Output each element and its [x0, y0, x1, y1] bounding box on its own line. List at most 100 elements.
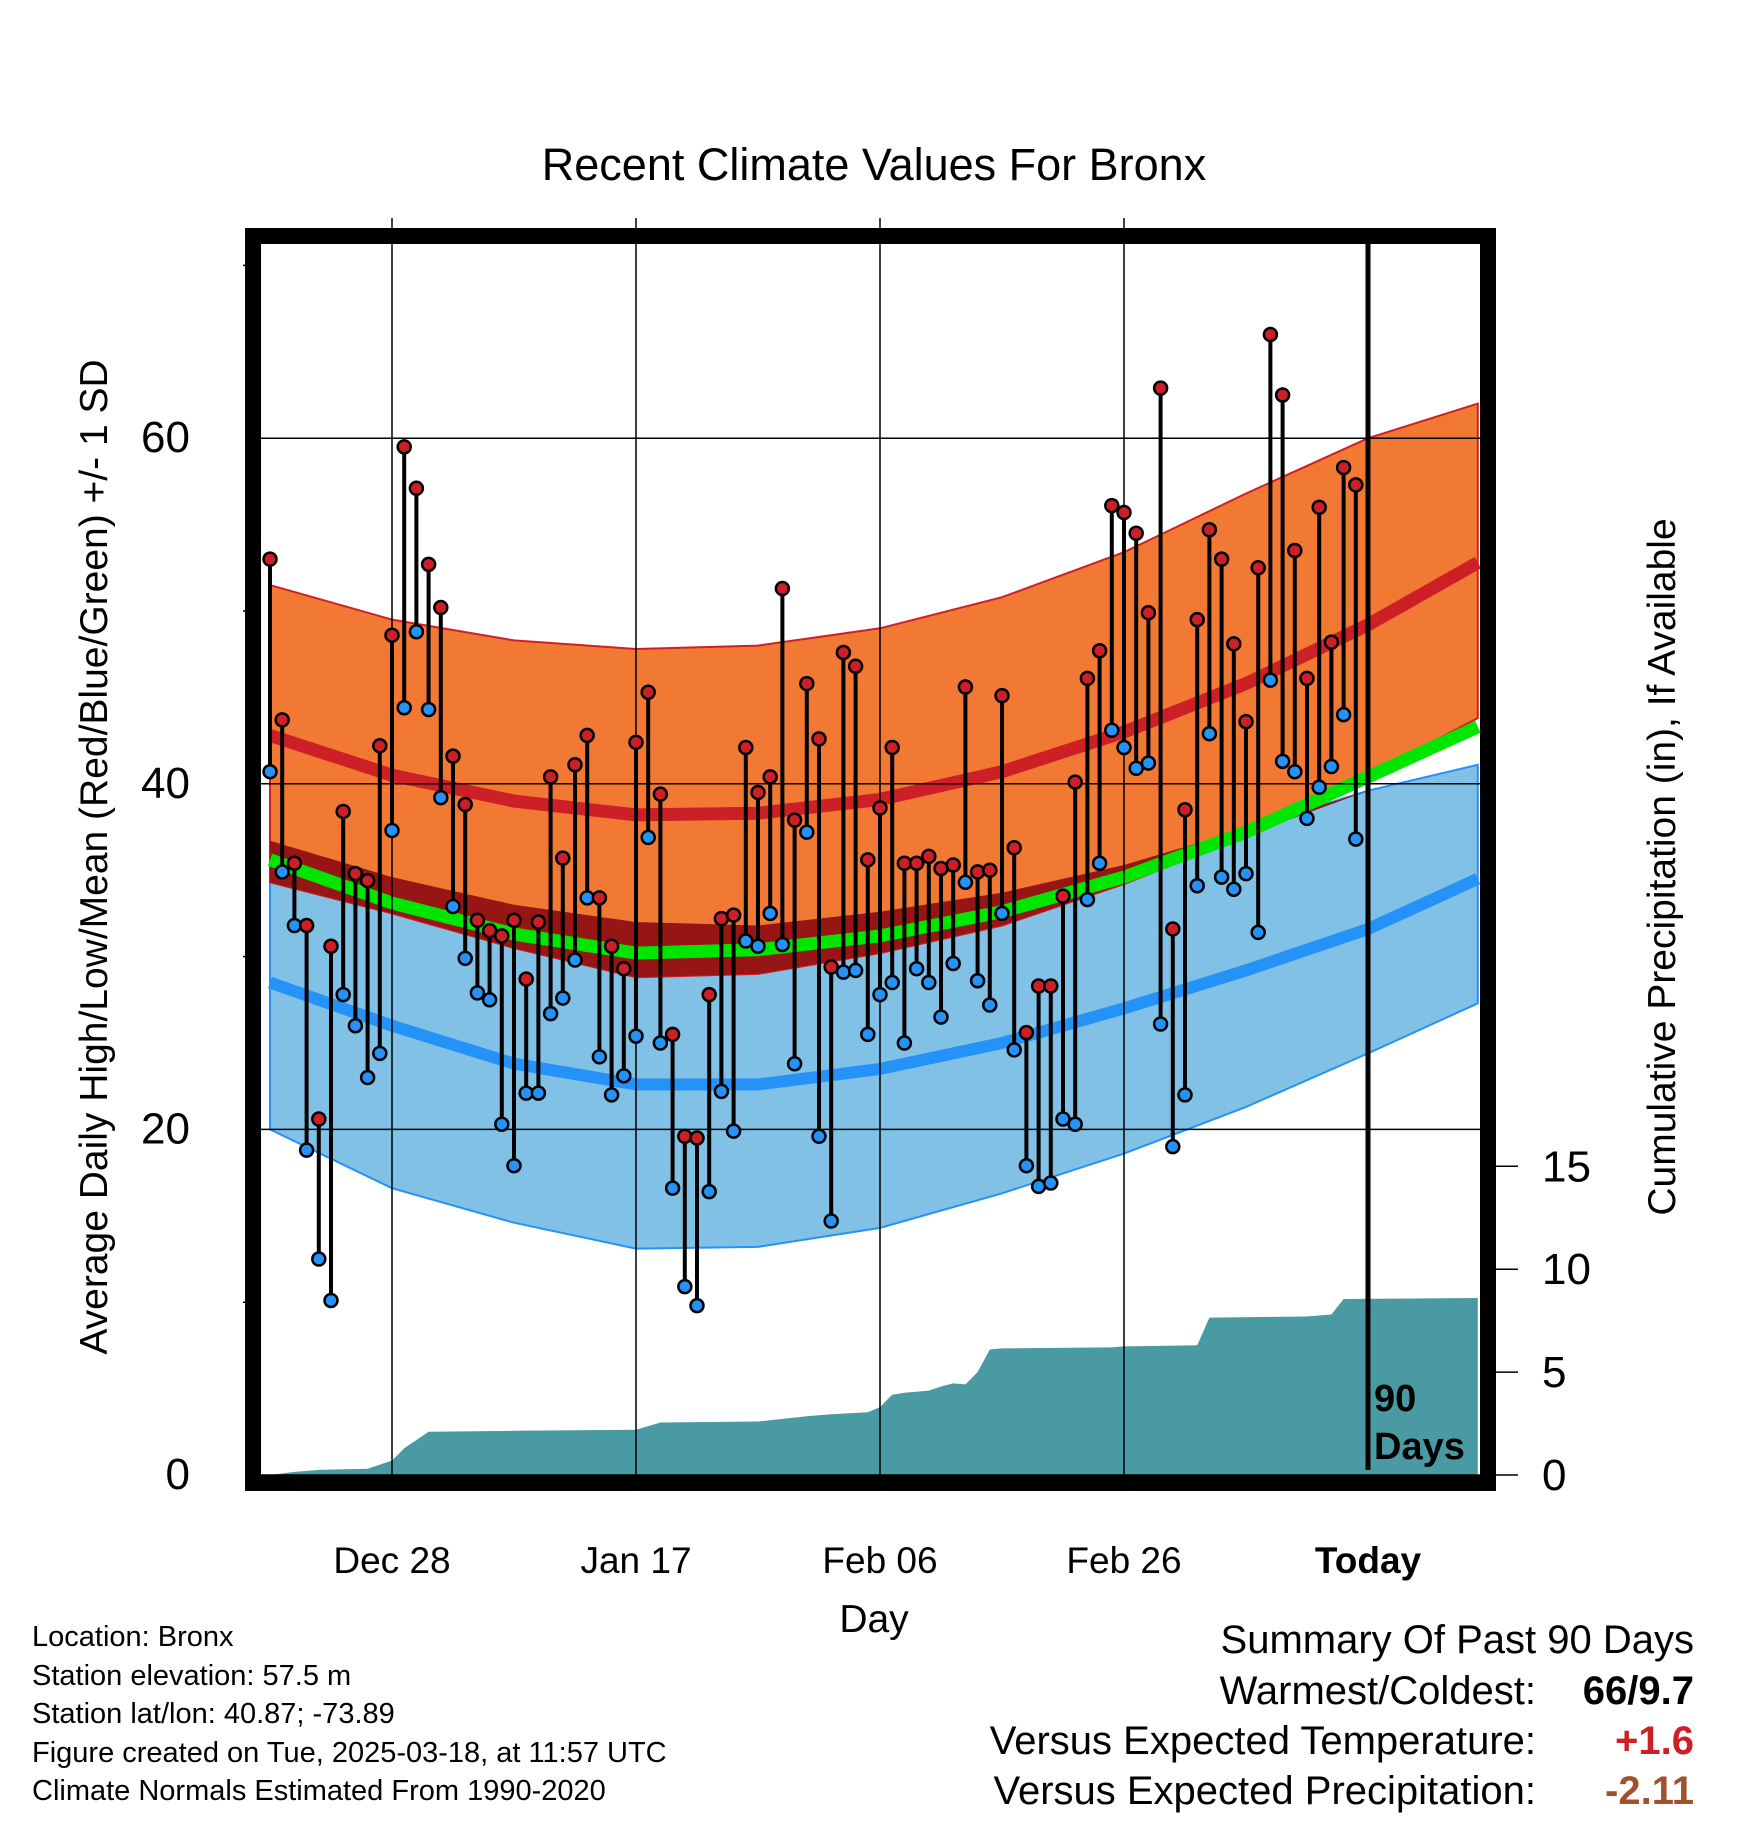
- high-point: [1177, 801, 1193, 818]
- high-point: [677, 1128, 693, 1145]
- low-point: [799, 824, 815, 840]
- low-point: [652, 1035, 669, 1051]
- low-point: [433, 789, 449, 806]
- low-point: [1335, 706, 1352, 723]
- high-point: [725, 907, 742, 923]
- low-point: [896, 1035, 913, 1051]
- high-point: [1299, 670, 1315, 687]
- high-point: [1128, 525, 1144, 541]
- low-point: [408, 623, 425, 640]
- low-point: [1250, 924, 1266, 941]
- precip-value: -2.11: [1605, 1769, 1694, 1813]
- low-point: [555, 990, 571, 1006]
- high-point: [664, 1026, 681, 1043]
- high-point: [457, 796, 473, 813]
- high-point: [298, 917, 315, 934]
- low-point: [689, 1297, 705, 1314]
- y-right-tick-label: 10: [1542, 1245, 1591, 1294]
- low-point: [664, 1180, 681, 1196]
- low-point: [457, 950, 473, 967]
- high-point: [1189, 611, 1205, 628]
- low-point: [1006, 1042, 1022, 1058]
- temp-label: Versus Expected Temperature:: [989, 1719, 1536, 1763]
- high-point: [1238, 713, 1254, 730]
- high-point: [530, 914, 547, 930]
- low-point: [445, 898, 461, 915]
- low-point: [957, 874, 974, 891]
- low-point: [506, 1157, 522, 1174]
- summary-title: Summary Of Past 90 Days: [1220, 1618, 1694, 1662]
- high-point: [1213, 551, 1230, 567]
- low-point: [469, 985, 486, 1001]
- low-point: [481, 992, 498, 1008]
- created-text: Figure created on Tue, 2025-03-18, at 11…: [32, 1736, 667, 1769]
- high-point: [506, 912, 522, 929]
- overlap-band: [270, 764, 1478, 978]
- y-right-tick-label: 0: [1542, 1451, 1566, 1500]
- low-point: [1067, 1116, 1083, 1132]
- low-point: [933, 1009, 949, 1025]
- high-point: [1323, 634, 1340, 650]
- low-point: [811, 1128, 827, 1145]
- low-point: [628, 1028, 644, 1044]
- high-sd-band: [269, 402, 1479, 979]
- low-point: [1323, 758, 1340, 775]
- low-point: [1189, 878, 1205, 894]
- low-point: [494, 1116, 510, 1132]
- y-tick-label: 0: [166, 1450, 190, 1499]
- warmest-value: 66/9.7: [1582, 1669, 1694, 1713]
- high-point: [408, 480, 425, 497]
- low-point: [786, 1055, 803, 1072]
- low-point: [1262, 672, 1279, 688]
- high-point: [1091, 642, 1108, 659]
- low-point: [1348, 831, 1364, 847]
- high-point: [835, 644, 852, 661]
- low-point: [274, 864, 290, 880]
- low-point: [372, 1045, 388, 1062]
- low-point: [774, 936, 791, 953]
- low-point: [603, 1087, 620, 1103]
- high-point: [1152, 380, 1169, 396]
- low-point: [1311, 779, 1327, 796]
- low-point: [835, 964, 852, 980]
- low-point: [969, 973, 986, 989]
- low-point: [1213, 869, 1230, 885]
- low-point: [701, 1183, 717, 1200]
- low-point: [1226, 881, 1242, 897]
- low-point: [945, 955, 961, 972]
- low-point: [1043, 1175, 1059, 1191]
- low-point: [677, 1278, 693, 1295]
- high-point: [555, 850, 571, 866]
- low-point: [921, 974, 937, 991]
- low-point: [640, 829, 656, 846]
- high-point: [1018, 1024, 1035, 1041]
- low-point: [1140, 755, 1157, 771]
- high-point: [1055, 888, 1071, 904]
- high-point: [847, 658, 864, 675]
- low-point: [591, 1049, 608, 1065]
- high-point: [591, 890, 608, 906]
- high-point: [1311, 499, 1327, 516]
- high-point: [969, 864, 986, 880]
- summary-row-temp: Versus Expected Temperature: +1.6: [990, 1716, 1694, 1766]
- high-point: [908, 855, 925, 872]
- low-point: [1116, 739, 1132, 756]
- low-point: [298, 1142, 315, 1158]
- low-point: [567, 952, 583, 968]
- low-point: [262, 763, 278, 780]
- summary-row-precip: Versus Expected Precipitation: -2.11: [990, 1766, 1694, 1816]
- low-point: [713, 1083, 730, 1100]
- high-point: [799, 675, 815, 692]
- today-days-label: Days: [1374, 1426, 1465, 1468]
- high-point: [1067, 774, 1083, 790]
- low-point: [1274, 753, 1291, 770]
- high-point: [286, 855, 303, 872]
- low-point: [908, 960, 925, 977]
- high-point: [1165, 921, 1181, 937]
- high-point: [701, 986, 717, 1003]
- latlon-text: Station lat/lon: 40.87; -73.89: [32, 1698, 395, 1730]
- high-point: [542, 769, 559, 785]
- high-point: [628, 734, 644, 751]
- precip-area: [270, 1298, 1478, 1475]
